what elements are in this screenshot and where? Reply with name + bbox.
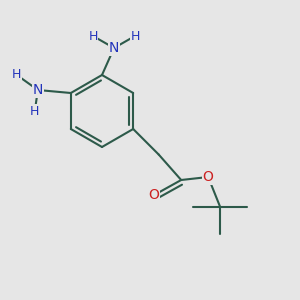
Text: H: H [130,29,140,43]
Text: O: O [149,188,160,202]
Text: N: N [33,83,43,97]
Text: H: H [88,29,98,43]
Text: H: H [30,104,40,118]
Text: O: O [203,170,214,184]
Text: H: H [12,68,22,82]
Text: N: N [109,41,119,55]
